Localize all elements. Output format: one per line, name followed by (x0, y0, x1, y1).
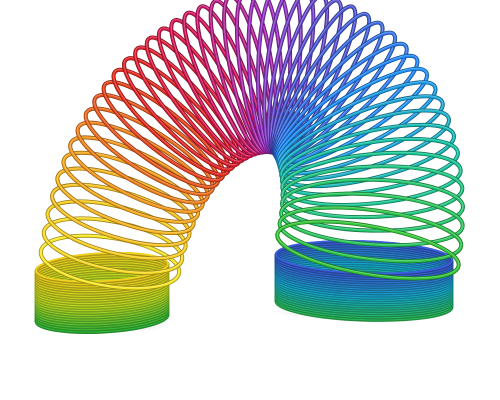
left-coil-stack (35, 250, 168, 336)
right-coil-stack (275, 238, 452, 323)
